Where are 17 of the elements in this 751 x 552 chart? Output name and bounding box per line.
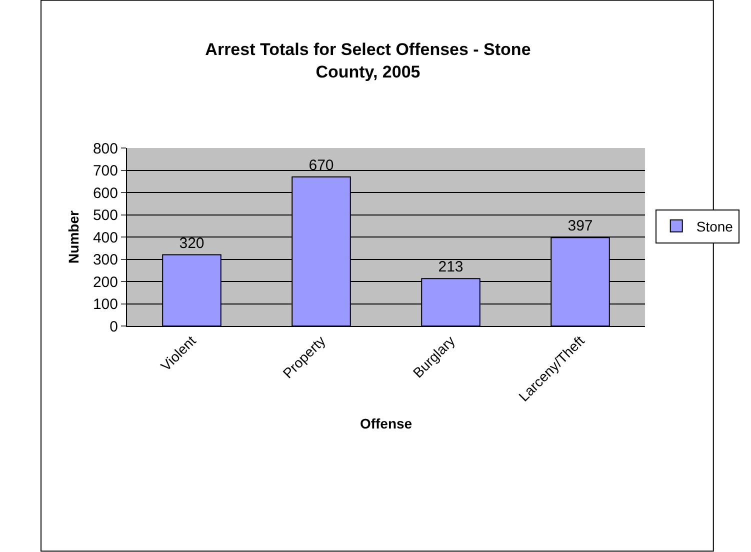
data-label: 213 bbox=[438, 258, 464, 276]
y-tick-label: 300 bbox=[92, 252, 118, 268]
y-tick-label: 100 bbox=[92, 296, 118, 313]
x-axis-title: Offense bbox=[360, 416, 412, 432]
data-label: 670 bbox=[308, 156, 334, 174]
y-axis-title: Number bbox=[66, 210, 82, 264]
y-tick-label: 400 bbox=[92, 229, 118, 246]
data-label: 320 bbox=[179, 234, 204, 252]
y-tick-label: 200 bbox=[92, 274, 118, 291]
chart-title: Arrest Totals for Select Offenses - Stone County, 2005 bbox=[205, 40, 531, 82]
y-tick-label: 0 bbox=[110, 318, 118, 336]
y-tick-label: 600 bbox=[92, 184, 118, 202]
y-tick-label: 700 bbox=[92, 162, 118, 180]
y-tick-label: 500 bbox=[92, 207, 118, 224]
y-tick-label: 800 bbox=[92, 140, 118, 158]
legend-label: Stone bbox=[696, 218, 734, 234]
data-label: 397 bbox=[568, 218, 593, 235]
